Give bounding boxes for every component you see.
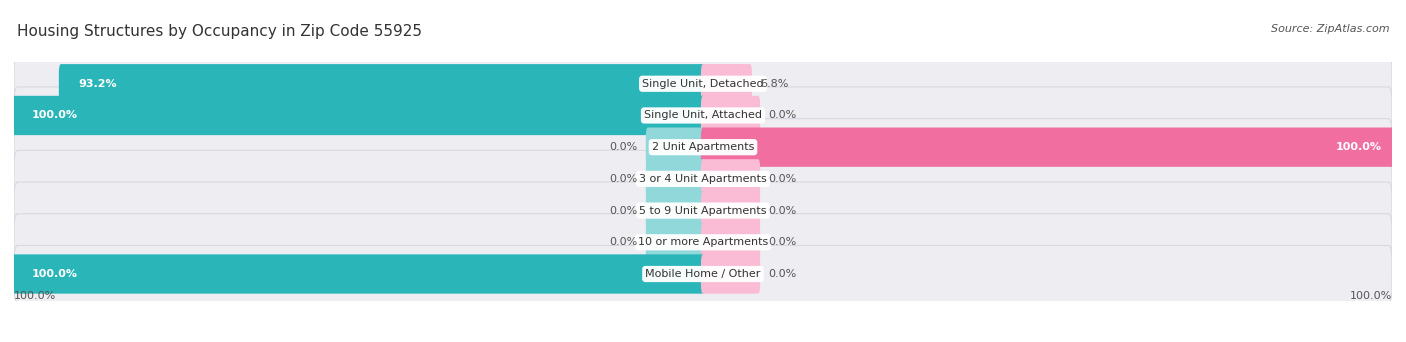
Text: 0.0%: 0.0% [609, 237, 637, 247]
FancyBboxPatch shape [14, 55, 1392, 112]
FancyBboxPatch shape [702, 159, 761, 199]
Text: 0.0%: 0.0% [769, 110, 797, 120]
Text: 5 to 9 Unit Apartments: 5 to 9 Unit Apartments [640, 206, 766, 215]
FancyBboxPatch shape [14, 119, 1392, 176]
FancyBboxPatch shape [645, 223, 704, 262]
FancyBboxPatch shape [14, 87, 1392, 144]
FancyBboxPatch shape [645, 191, 704, 230]
Text: 0.0%: 0.0% [609, 206, 637, 215]
FancyBboxPatch shape [645, 128, 704, 167]
Text: 100.0%: 100.0% [1350, 291, 1392, 301]
Text: 0.0%: 0.0% [769, 206, 797, 215]
Text: 0.0%: 0.0% [609, 142, 637, 152]
Text: 10 or more Apartments: 10 or more Apartments [638, 237, 768, 247]
Text: 6.8%: 6.8% [761, 79, 789, 89]
Text: 0.0%: 0.0% [769, 237, 797, 247]
Text: Single Unit, Attached: Single Unit, Attached [644, 110, 762, 120]
FancyBboxPatch shape [702, 254, 761, 294]
FancyBboxPatch shape [59, 64, 704, 103]
Text: Mobile Home / Other: Mobile Home / Other [645, 269, 761, 279]
Text: 100.0%: 100.0% [1336, 142, 1382, 152]
Text: 0.0%: 0.0% [769, 174, 797, 184]
Text: 2 Unit Apartments: 2 Unit Apartments [652, 142, 754, 152]
Text: 100.0%: 100.0% [14, 291, 56, 301]
Text: 0.0%: 0.0% [609, 174, 637, 184]
Text: Source: ZipAtlas.com: Source: ZipAtlas.com [1271, 24, 1389, 34]
FancyBboxPatch shape [702, 128, 1393, 167]
Text: 3 or 4 Unit Apartments: 3 or 4 Unit Apartments [640, 174, 766, 184]
Text: Housing Structures by Occupancy in Zip Code 55925: Housing Structures by Occupancy in Zip C… [17, 24, 422, 39]
FancyBboxPatch shape [13, 254, 704, 294]
Text: Single Unit, Detached: Single Unit, Detached [643, 79, 763, 89]
Text: 0.0%: 0.0% [769, 269, 797, 279]
FancyBboxPatch shape [645, 159, 704, 199]
FancyBboxPatch shape [702, 96, 761, 135]
FancyBboxPatch shape [13, 96, 704, 135]
Text: 100.0%: 100.0% [31, 269, 77, 279]
FancyBboxPatch shape [702, 223, 761, 262]
Legend: Owner-occupied, Renter-occupied: Owner-occupied, Renter-occupied [576, 340, 830, 342]
FancyBboxPatch shape [702, 191, 761, 230]
FancyBboxPatch shape [14, 150, 1392, 207]
Text: 100.0%: 100.0% [31, 110, 77, 120]
FancyBboxPatch shape [702, 64, 752, 103]
FancyBboxPatch shape [14, 246, 1392, 303]
Text: 93.2%: 93.2% [79, 79, 117, 89]
FancyBboxPatch shape [14, 214, 1392, 271]
FancyBboxPatch shape [14, 182, 1392, 239]
